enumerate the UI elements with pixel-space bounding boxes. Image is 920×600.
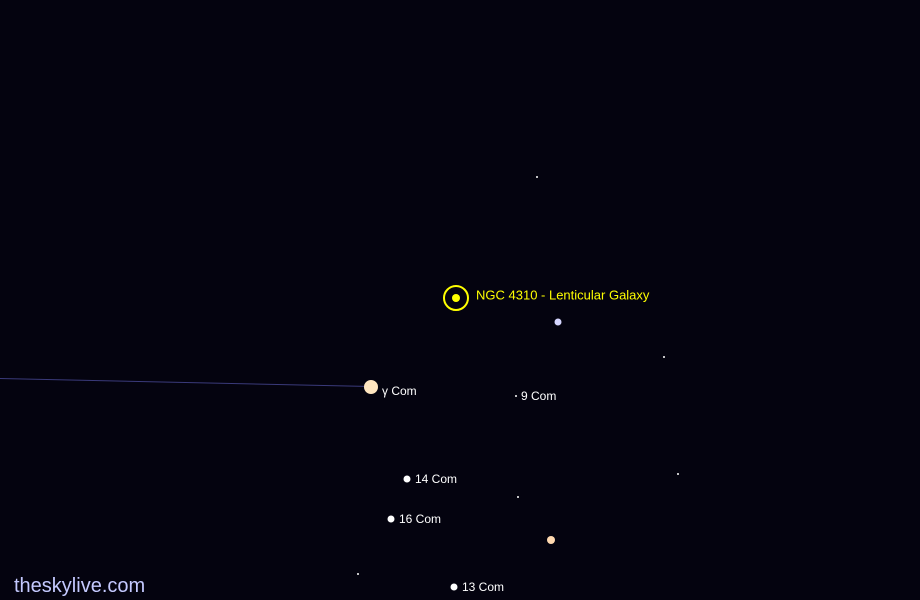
star-label-gamma-com: γ Com <box>382 384 417 398</box>
target-dot <box>452 294 460 302</box>
watermark[interactable]: theskylive.com <box>14 575 145 598</box>
star-gamma-com <box>364 380 378 394</box>
star-star-a <box>555 319 562 326</box>
star-star-c <box>663 356 665 358</box>
star-star-e <box>677 473 679 475</box>
star-star-d <box>536 176 538 178</box>
constellation-line <box>0 378 371 387</box>
star-label-13-com: 13 Com <box>462 580 504 594</box>
star-label-9-com: 9 Com <box>521 389 556 403</box>
star-star-f <box>517 496 519 498</box>
star-13-com <box>451 584 458 591</box>
star-16-com <box>388 516 395 523</box>
star-star-g <box>357 573 359 575</box>
star-9-com <box>515 395 517 397</box>
star-14-com <box>404 476 411 483</box>
star-label-14-com: 14 Com <box>415 472 457 486</box>
star-star-b <box>547 536 555 544</box>
star-chart: γ Com 9 Com 14 Com 16 Com 13 Com NGC 4310 - … <box>0 0 920 600</box>
star-label-16-com: 16 Com <box>399 512 441 526</box>
target-label: NGC 4310 - Lenticular Galaxy <box>476 288 649 303</box>
